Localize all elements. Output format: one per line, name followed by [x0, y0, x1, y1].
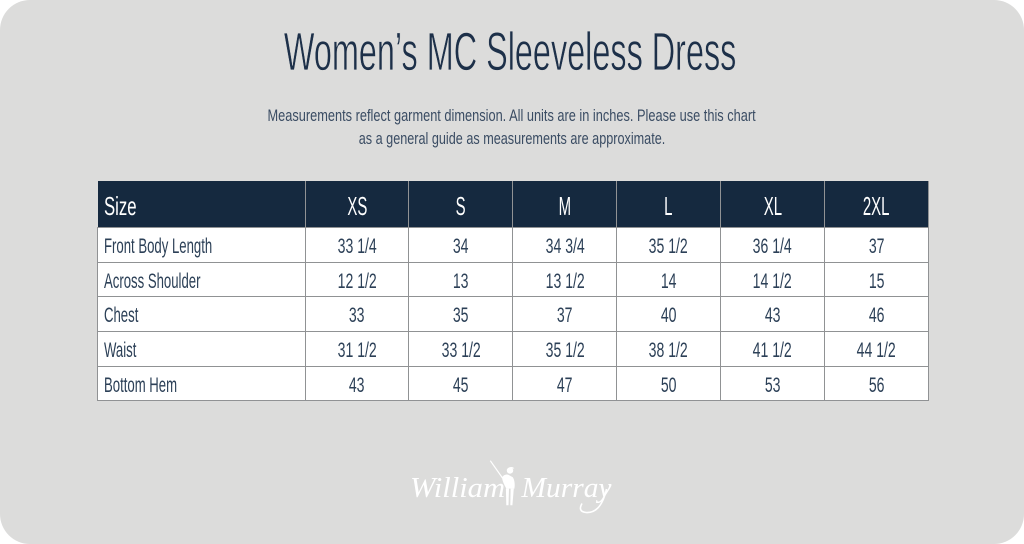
svg-text:Murray: Murray [520, 472, 611, 504]
svg-text:William: William [410, 472, 505, 504]
